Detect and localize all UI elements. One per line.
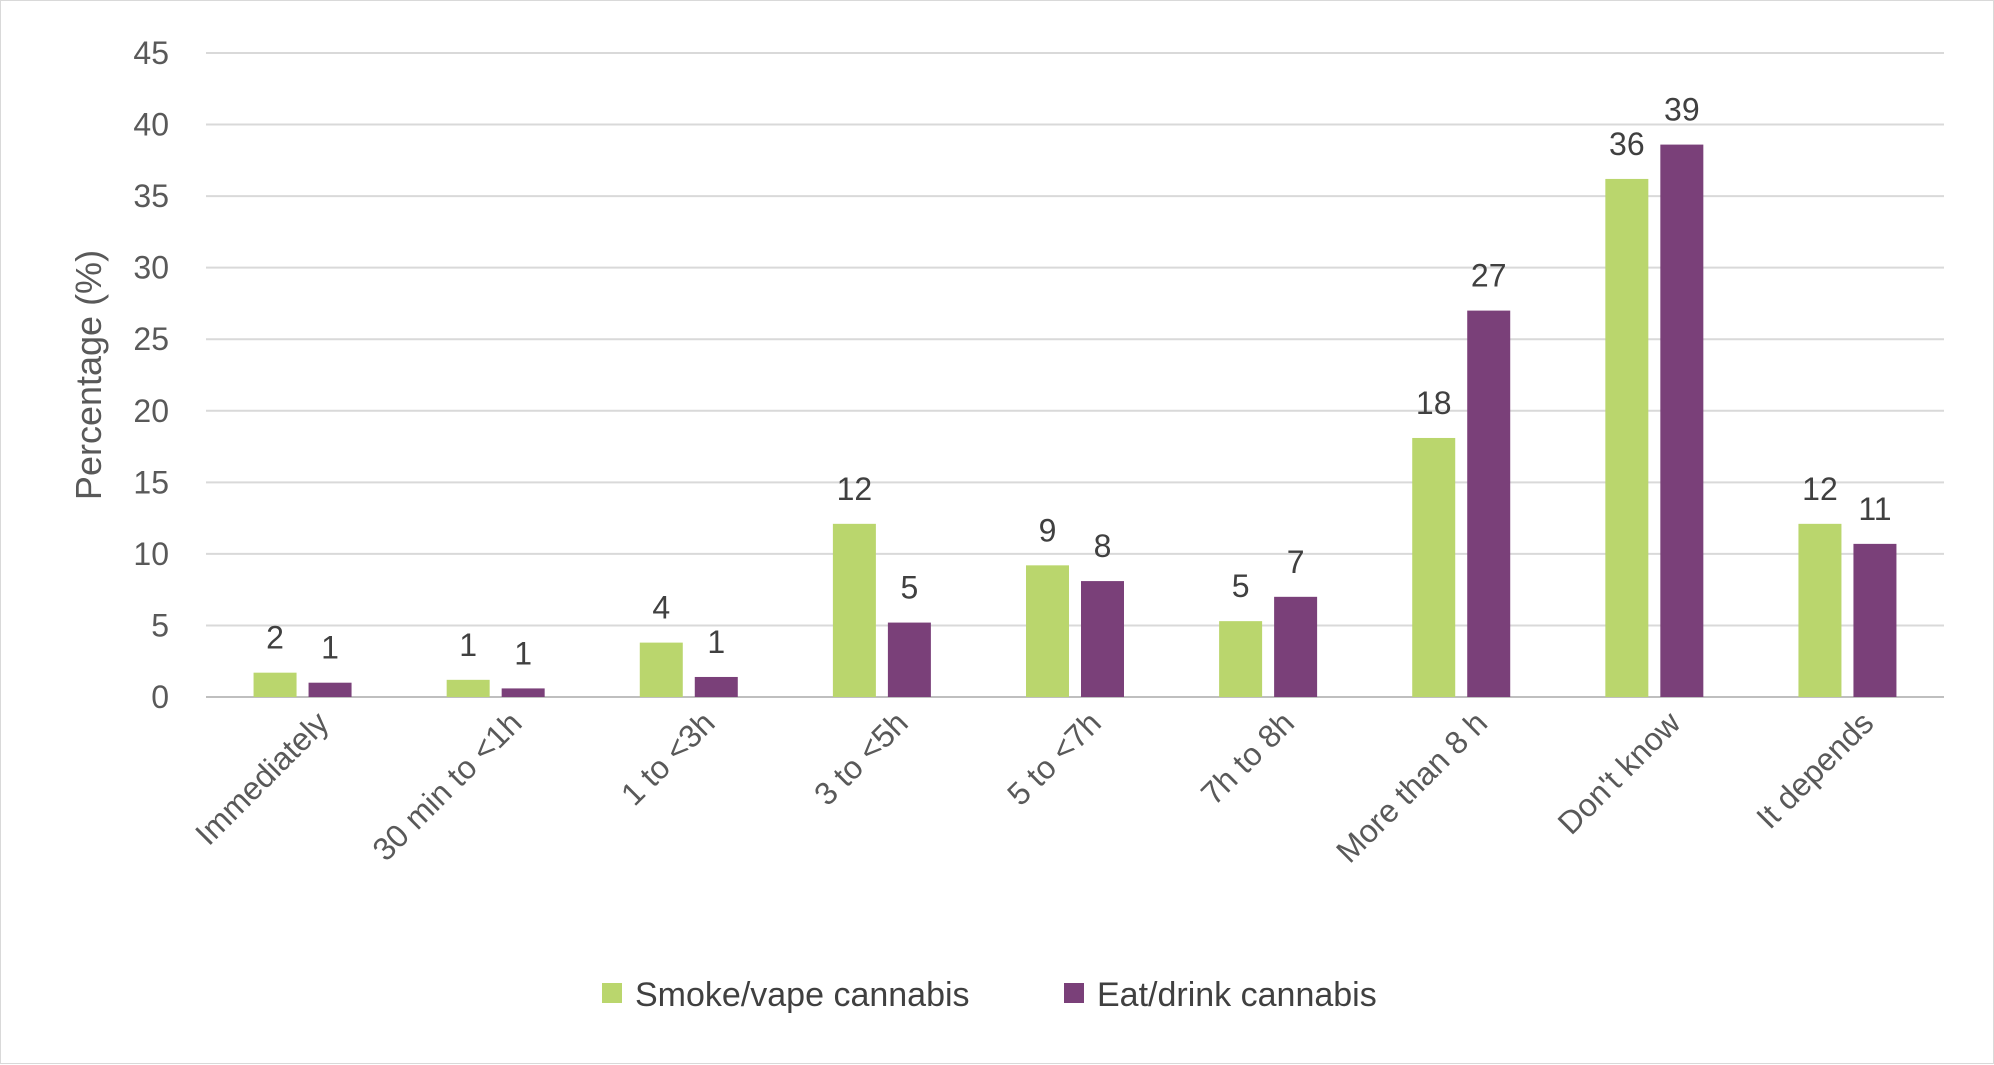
- data-label: 39: [1664, 92, 1700, 128]
- data-label: 4: [652, 590, 670, 626]
- data-label: 5: [1232, 568, 1250, 604]
- data-label: 5: [900, 570, 918, 606]
- y-tick-label: 10: [133, 536, 169, 572]
- bar-eat-drink: [1660, 144, 1704, 697]
- data-label: 8: [1094, 528, 1112, 564]
- bar-eat-drink: [1081, 581, 1124, 697]
- y-tick-label: 25: [133, 321, 169, 357]
- legend: Smoke/vape cannabis Eat/drink cannabis: [602, 976, 1377, 1014]
- bar-smoke-vape: [253, 672, 297, 697]
- data-label: 1: [514, 635, 532, 671]
- bar-smoke-vape: [1605, 178, 1649, 698]
- y-tick-label: 45: [133, 35, 169, 71]
- x-tick-label: It depends: [1749, 704, 1880, 835]
- legend-swatch: [602, 983, 622, 1003]
- data-label: 2: [266, 620, 284, 656]
- x-tick-label: More than 8 h: [1329, 704, 1494, 869]
- bar-smoke-vape: [1412, 437, 1456, 697]
- y-tick-label: 0: [151, 679, 169, 715]
- data-label: 36: [1609, 126, 1645, 162]
- bar-eat-drink: [1853, 543, 1897, 697]
- y-tick-label: 5: [151, 607, 169, 643]
- gridlines: [206, 52, 1944, 698]
- bar-smoke-vape: [1026, 565, 1069, 697]
- y-axis-ticks: 0 5 10 15 20 25 30 35 40 45: [133, 35, 169, 715]
- bars: [253, 144, 1897, 698]
- bar-eat-drink: [1467, 310, 1511, 697]
- data-label: 12: [1802, 471, 1838, 507]
- legend-label: Smoke/vape cannabis: [635, 976, 970, 1014]
- bar-smoke-vape: [639, 642, 683, 697]
- bar-smoke-vape: [446, 679, 490, 697]
- bar-eat-drink: [1274, 596, 1318, 697]
- bar-smoke-vape: [832, 523, 876, 697]
- x-tick-label: Don't know: [1551, 704, 1688, 841]
- legend-label: Eat/drink cannabis: [1097, 976, 1377, 1014]
- y-tick-label: 30: [133, 250, 169, 286]
- data-label: 1: [321, 630, 339, 666]
- bar-smoke-vape: [1219, 621, 1263, 697]
- bar-smoke-vape: [1798, 523, 1842, 697]
- y-tick-label: 20: [133, 393, 169, 429]
- data-label: 9: [1039, 512, 1057, 548]
- data-label: 12: [837, 471, 873, 507]
- y-tick-label: 15: [133, 464, 169, 500]
- y-tick-label: 35: [133, 178, 169, 214]
- x-tick-label: 30 min to <1h: [365, 704, 528, 867]
- bar-eat-drink: [308, 682, 352, 697]
- bar-eat-drink: [501, 688, 545, 697]
- x-tick-label: 1 to <3h: [614, 704, 722, 812]
- bar-eat-drink: [694, 676, 738, 697]
- x-tick-label: Immediately: [188, 704, 335, 851]
- bar-eat-drink: [887, 622, 931, 697]
- x-tick-label: 3 to <5h: [807, 704, 915, 812]
- data-label: 11: [1858, 491, 1891, 527]
- legend-swatch: [1064, 983, 1084, 1003]
- data-label: 27: [1471, 258, 1507, 294]
- data-label: 7: [1287, 544, 1305, 580]
- y-tick-label: 40: [133, 107, 169, 143]
- data-label: 18: [1416, 385, 1452, 421]
- y-axis-title: Percentage (%): [68, 250, 109, 500]
- x-tick-label: 5 to <7h: [1000, 704, 1108, 812]
- data-label: 1: [707, 624, 725, 660]
- x-tick-label: 7h to 8h: [1194, 704, 1301, 811]
- x-axis-ticks: Immediately 30 min to <1h 1 to <3h 3 to <5h…: [188, 704, 1880, 870]
- data-label: 1: [459, 627, 477, 663]
